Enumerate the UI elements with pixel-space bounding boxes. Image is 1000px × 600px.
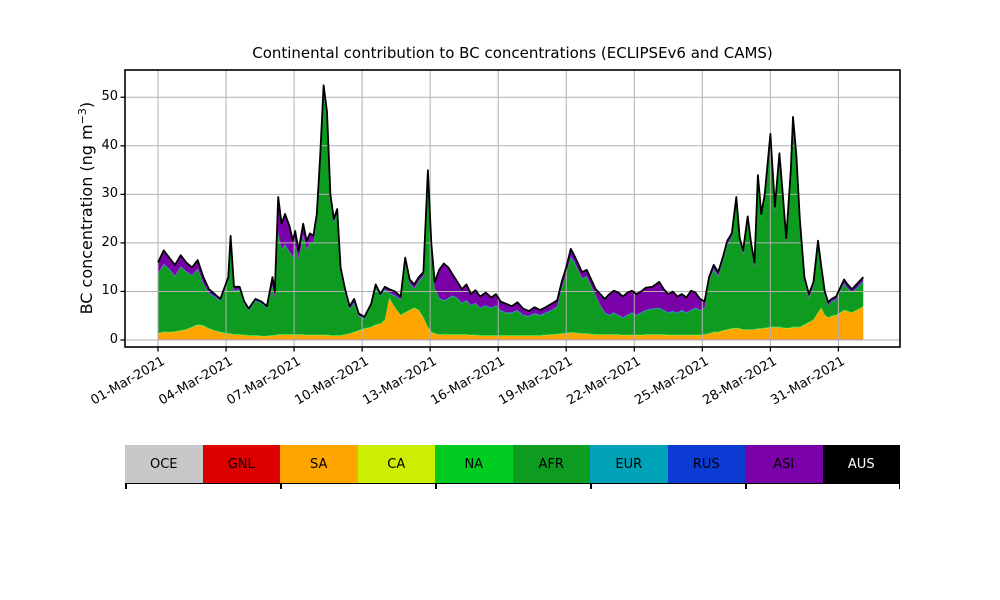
- legend-axis-line: [125, 483, 900, 484]
- legend-tick-mark: [745, 484, 747, 489]
- legend-item-EUR: EUR: [590, 445, 668, 483]
- axes-frame: [124, 69, 901, 348]
- legend-item-ASI: ASI: [745, 445, 823, 483]
- legend-tick-mark: [898, 484, 900, 489]
- legend-item-OCE: OCE: [125, 445, 203, 483]
- legend-item-SA: SA: [280, 445, 358, 483]
- y-tick-label: 0: [109, 332, 118, 347]
- legend-tick-mark: [280, 484, 282, 489]
- legend-item-NA: NA: [435, 445, 513, 483]
- legend-item-AUS: AUS: [822, 445, 900, 483]
- y-tick-label: 30: [101, 186, 118, 202]
- y-tick-label: 40: [101, 137, 118, 153]
- area-series-SA: [158, 298, 864, 340]
- legend: OCE GNL SA CA NA AFR EUR RUS ASI AUS: [125, 445, 900, 483]
- total-line: [157, 84, 864, 318]
- y-tick-label: 50: [101, 89, 118, 105]
- chart-title: Continental contribution to BC concentra…: [252, 44, 773, 62]
- legend-tick-mark: [125, 484, 127, 489]
- legend-item-RUS: RUS: [667, 445, 745, 483]
- area-series-AFR: [158, 94, 864, 336]
- y-tick-label: 10: [101, 283, 118, 299]
- legend-tick-mark: [435, 484, 437, 489]
- y-tick-label: 20: [101, 234, 118, 250]
- legend-tick-mark: [590, 484, 592, 489]
- legend-item-CA: CA: [357, 445, 435, 483]
- legend-item-GNL: GNL: [202, 445, 280, 483]
- legend-item-AFR: AFR: [512, 445, 590, 483]
